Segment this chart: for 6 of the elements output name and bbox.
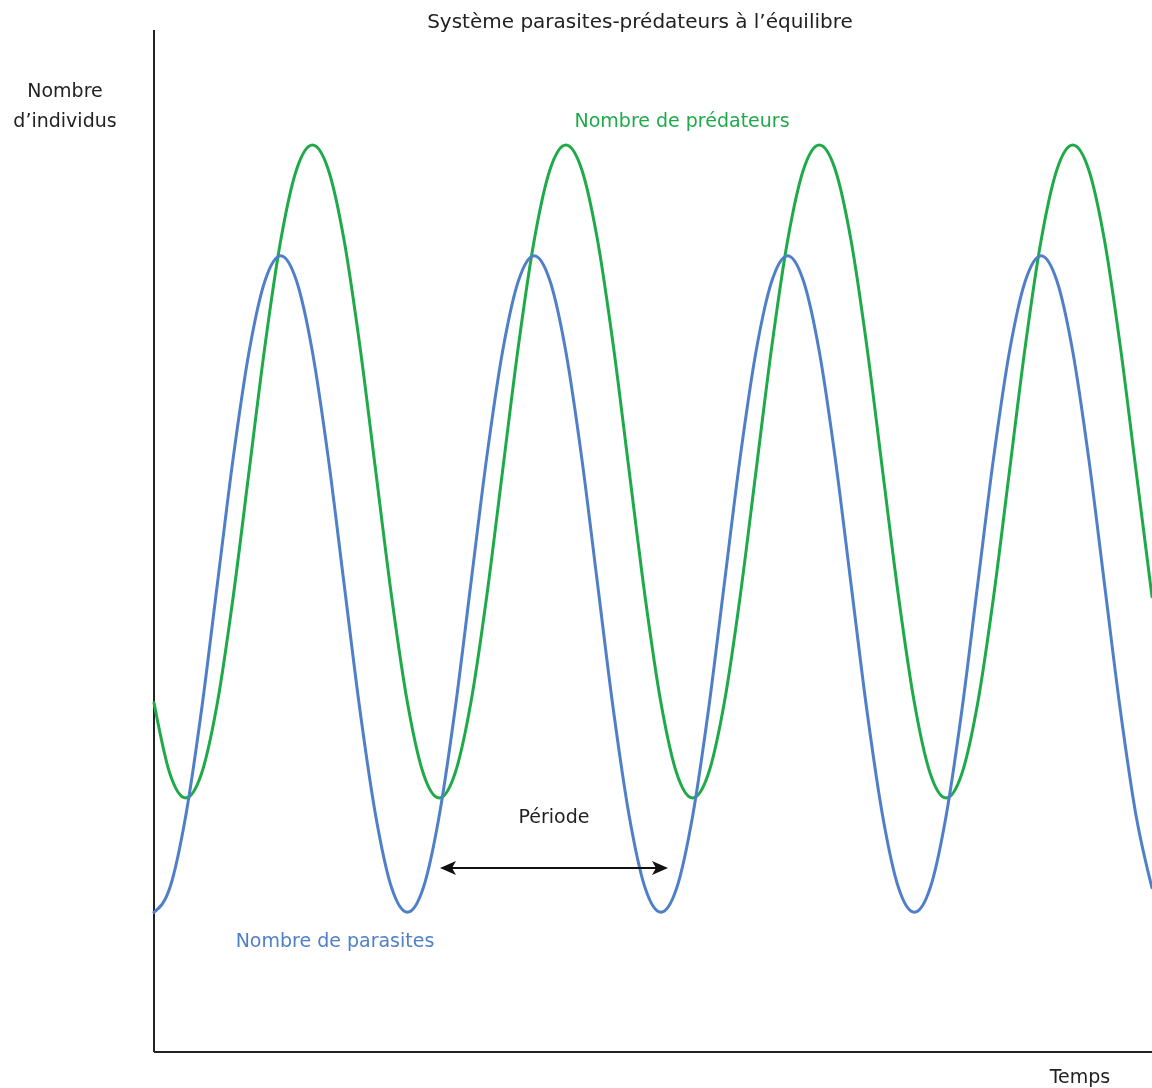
series-label: Nombre de parasites [235, 929, 435, 951]
annotation: Période [518, 805, 590, 827]
x-axis-title: Temps [1048, 1065, 1111, 1087]
series-label: Nombre de prédateurs [574, 109, 790, 131]
chart-title: Système parasites-prédateurs à l’équilibre [427, 9, 853, 33]
y-axis-title: Nombre d’individus [13, 79, 117, 131]
